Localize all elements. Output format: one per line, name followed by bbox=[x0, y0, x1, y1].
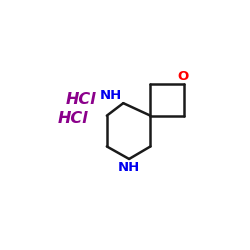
Text: NH: NH bbox=[100, 88, 122, 102]
Text: NH: NH bbox=[118, 161, 140, 174]
Text: O: O bbox=[178, 70, 189, 83]
Text: HCl: HCl bbox=[65, 92, 96, 107]
Text: HCl: HCl bbox=[58, 111, 88, 126]
